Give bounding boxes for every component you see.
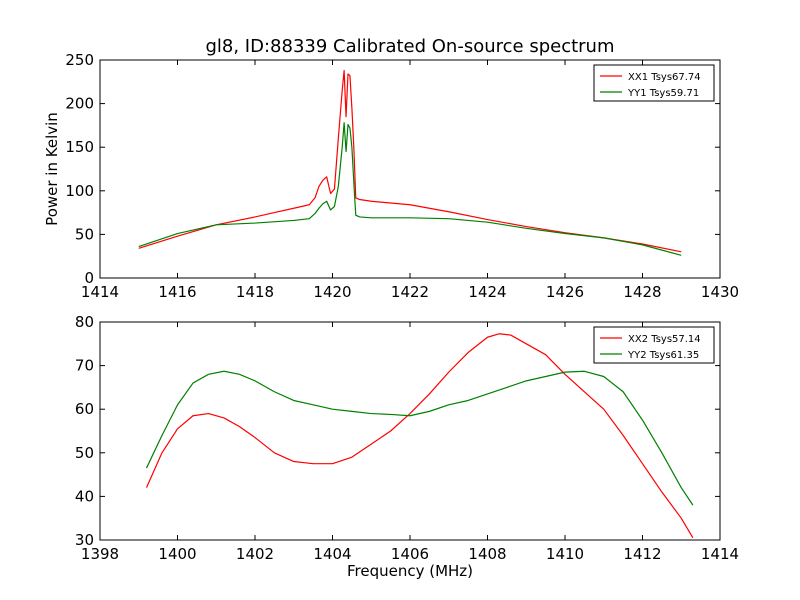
- x-tick-label: 1414: [701, 545, 739, 563]
- legend-box: [593, 326, 715, 364]
- x-tick-label: 1400: [158, 545, 196, 563]
- x-tick-label: 1426: [546, 283, 584, 301]
- x-tick-label: 1410: [546, 545, 584, 563]
- x-tick-label: 1412: [623, 545, 661, 563]
- series-line-yy2: [145, 370, 694, 506]
- y-tick-label: 60: [75, 400, 94, 418]
- x-tick-label: 1428: [623, 283, 661, 301]
- series-line-xx2: [145, 333, 694, 539]
- x-tick-label: 1398: [81, 545, 119, 563]
- y-tick-label: 50: [75, 444, 94, 462]
- chart-title: gl8, ID:88339 Calibrated On-source spect…: [205, 36, 614, 57]
- y-axis-label: Power in Kelvin: [43, 112, 61, 226]
- x-tick-label: 1404: [313, 545, 351, 563]
- legend-label: YY1 Tsys59.71: [627, 88, 699, 99]
- x-tick-label: 1402: [236, 545, 274, 563]
- x-tick-label: 1418: [236, 283, 274, 301]
- x-axis-label: Frequency (MHz): [347, 562, 473, 580]
- y-tick-label: 200: [65, 95, 94, 113]
- y-tick-label: 80: [75, 313, 94, 331]
- x-tick-label: 1420: [313, 283, 351, 301]
- y-tick-label: 50: [75, 225, 94, 243]
- legend-box: [593, 64, 715, 102]
- y-tick-label: 0: [84, 269, 94, 287]
- y-tick-label: 250: [65, 51, 94, 69]
- y-tick-label: 100: [65, 182, 94, 200]
- x-tick-label: 1416: [158, 283, 196, 301]
- legend-label: XX2 Tsys57.14: [628, 334, 701, 345]
- x-tick-label: 1408: [468, 545, 506, 563]
- legend-label: YY2 Tsys61.35: [627, 350, 699, 361]
- top-spectrum-panel: 1414 1416 1418 1420 1422 1424 1426 1428 1430 0 50 1…: [43, 36, 739, 301]
- y-tick-label: 70: [75, 357, 94, 375]
- y-tick-label: 150: [65, 138, 94, 156]
- x-tick-label: 1424: [468, 283, 506, 301]
- x-tick-label: 1406: [391, 545, 429, 563]
- series-line-yy1: [138, 122, 682, 256]
- bottom-spectrum-panel: 1398 1400 1402 1404 1406 1408 1410 1412 1414 30 40…: [75, 313, 739, 580]
- x-tick-label: 1422: [391, 283, 429, 301]
- series-line-xx1: [138, 69, 682, 253]
- y-tick-label: 40: [75, 487, 94, 505]
- x-tick-label: 1430: [701, 283, 739, 301]
- legend-label: XX1 Tsys67.74: [628, 72, 701, 83]
- x-tick-label: 1414: [81, 283, 119, 301]
- y-tick-label: 30: [75, 531, 94, 549]
